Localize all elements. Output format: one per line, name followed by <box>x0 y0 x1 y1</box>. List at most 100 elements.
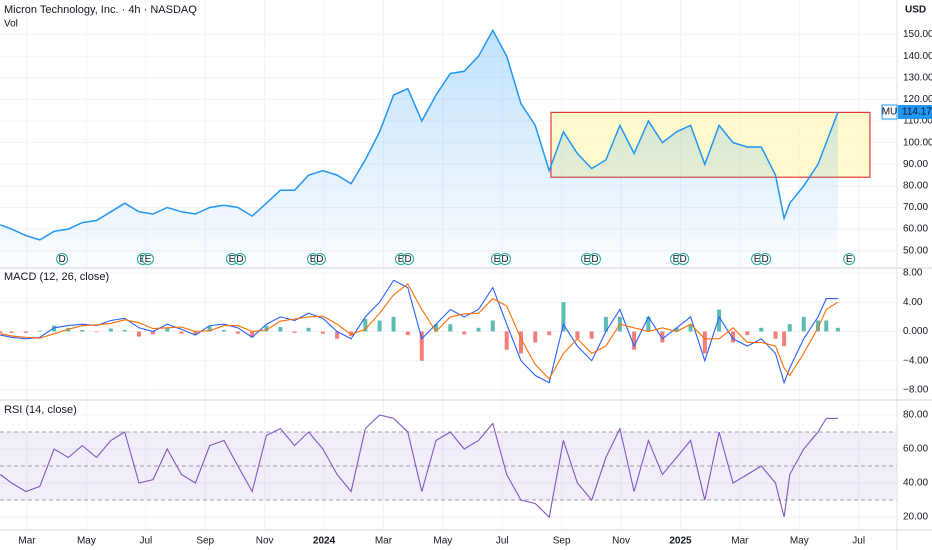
histogram-bar <box>745 331 750 336</box>
histogram-bar <box>801 316 806 332</box>
last-value-bg <box>898 105 932 120</box>
signal-line <box>0 283 839 380</box>
histogram-bar <box>448 324 453 332</box>
histogram-bar <box>52 325 57 332</box>
macd-line <box>0 279 838 385</box>
histogram-bar <box>377 320 382 332</box>
histogram-bar <box>179 331 184 334</box>
histogram-bar <box>108 328 113 332</box>
x-tick-label: Sep <box>196 536 214 547</box>
y-tick-label: 120.00 <box>903 94 932 105</box>
y-tick-label: 4.00 <box>903 297 923 308</box>
event-label: E <box>584 254 591 265</box>
y-axis-label: USD <box>905 5 926 16</box>
histogram-bar <box>759 327 764 332</box>
y-tick-label: 60.00 <box>903 444 928 455</box>
histogram-bar <box>0 331 3 333</box>
event-label: E <box>229 254 236 265</box>
histogram-bar <box>434 324 439 332</box>
histogram-bar <box>575 331 580 339</box>
histogram-bar <box>349 331 354 336</box>
histogram-bar <box>292 331 297 333</box>
y-tick-label: 100.00 <box>903 137 932 148</box>
event-marker <box>233 253 246 265</box>
x-tick-label: 2025 <box>669 536 692 547</box>
x-tick-label: May <box>433 536 452 547</box>
histogram-bar <box>824 320 829 332</box>
histogram-bar <box>561 302 566 332</box>
histogram-bar <box>235 331 240 334</box>
histogram-bar <box>306 327 311 332</box>
marks <box>0 28 897 519</box>
x-tick-label: May <box>77 536 96 547</box>
histogram-bar <box>264 325 269 332</box>
histogram-bar <box>419 331 424 361</box>
histogram-bar <box>773 331 778 339</box>
y-tick-label: 80.00 <box>903 181 928 192</box>
histogram-bar <box>504 331 509 350</box>
event-label: E <box>398 254 405 265</box>
histogram-bar <box>646 316 651 332</box>
event-marker <box>843 253 856 265</box>
histogram-bar <box>363 319 368 332</box>
histogram-bar <box>23 331 28 333</box>
y-tick-label: −8.00 <box>903 385 929 396</box>
y-tick-label: −4.00 <box>903 355 929 366</box>
event-marker <box>402 253 415 265</box>
y-tick-label: 80.00 <box>903 410 928 421</box>
x-tick-label: 2024 <box>313 536 336 547</box>
histogram-bar <box>94 331 99 333</box>
subtitle: Vol <box>4 19 18 30</box>
histogram-bar <box>278 327 283 332</box>
series-tag: MU <box>882 107 898 118</box>
y-tick-label: 20.00 <box>903 512 928 523</box>
histogram-bar <box>165 327 170 332</box>
event-marker <box>588 253 601 265</box>
histogram-bar <box>815 320 820 332</box>
y-tick-label: 150.00 <box>903 29 932 40</box>
x-tick-label: Jul <box>852 536 865 547</box>
event-marker <box>56 253 69 265</box>
event-label: D <box>236 254 243 265</box>
event-label: D <box>591 254 598 265</box>
histogram-bar <box>660 331 665 343</box>
histogram-bar <box>462 331 467 335</box>
price-area <box>0 30 838 268</box>
y-tick-label: 70.00 <box>903 202 928 213</box>
event-marker <box>498 253 511 265</box>
rsi-line <box>0 414 838 519</box>
histogram-bar <box>476 327 481 332</box>
histogram-bar <box>150 331 155 335</box>
histogram-bar <box>335 331 340 339</box>
histogram-bar <box>589 331 594 339</box>
y-tick-label: 8.00 <box>903 268 923 279</box>
histogram-bar <box>688 324 693 332</box>
chart-title: Micron Technology, Inc. · 4h · NASDAQ <box>4 4 197 16</box>
event-marker <box>677 253 690 265</box>
histogram-bar <box>533 331 538 343</box>
histogram-bar <box>518 331 523 354</box>
event-label: E <box>673 254 680 265</box>
event-marker <box>759 253 772 265</box>
y-tick-label: 60.00 <box>903 224 928 235</box>
histogram-bar <box>391 316 396 332</box>
histogram-bar <box>787 324 792 332</box>
y-tick-label: 40.00 <box>903 478 928 489</box>
histogram-bar <box>603 316 608 332</box>
event-label: E <box>310 254 317 265</box>
x-tick-label: Mar <box>18 536 36 547</box>
histogram-bar <box>221 330 226 332</box>
x-tick-label: Jul <box>139 536 152 547</box>
histogram-bar <box>250 331 255 338</box>
event-label: D <box>58 254 65 265</box>
x-tick-label: Nov <box>256 536 274 547</box>
histogram-bar <box>122 330 127 332</box>
y-tick-label: 90.00 <box>903 159 928 170</box>
histogram-bar <box>207 326 212 332</box>
event-label: E <box>754 254 761 265</box>
event-label: D <box>404 254 411 265</box>
y-tick-label: 140.00 <box>903 51 932 62</box>
event-marker <box>313 253 326 265</box>
